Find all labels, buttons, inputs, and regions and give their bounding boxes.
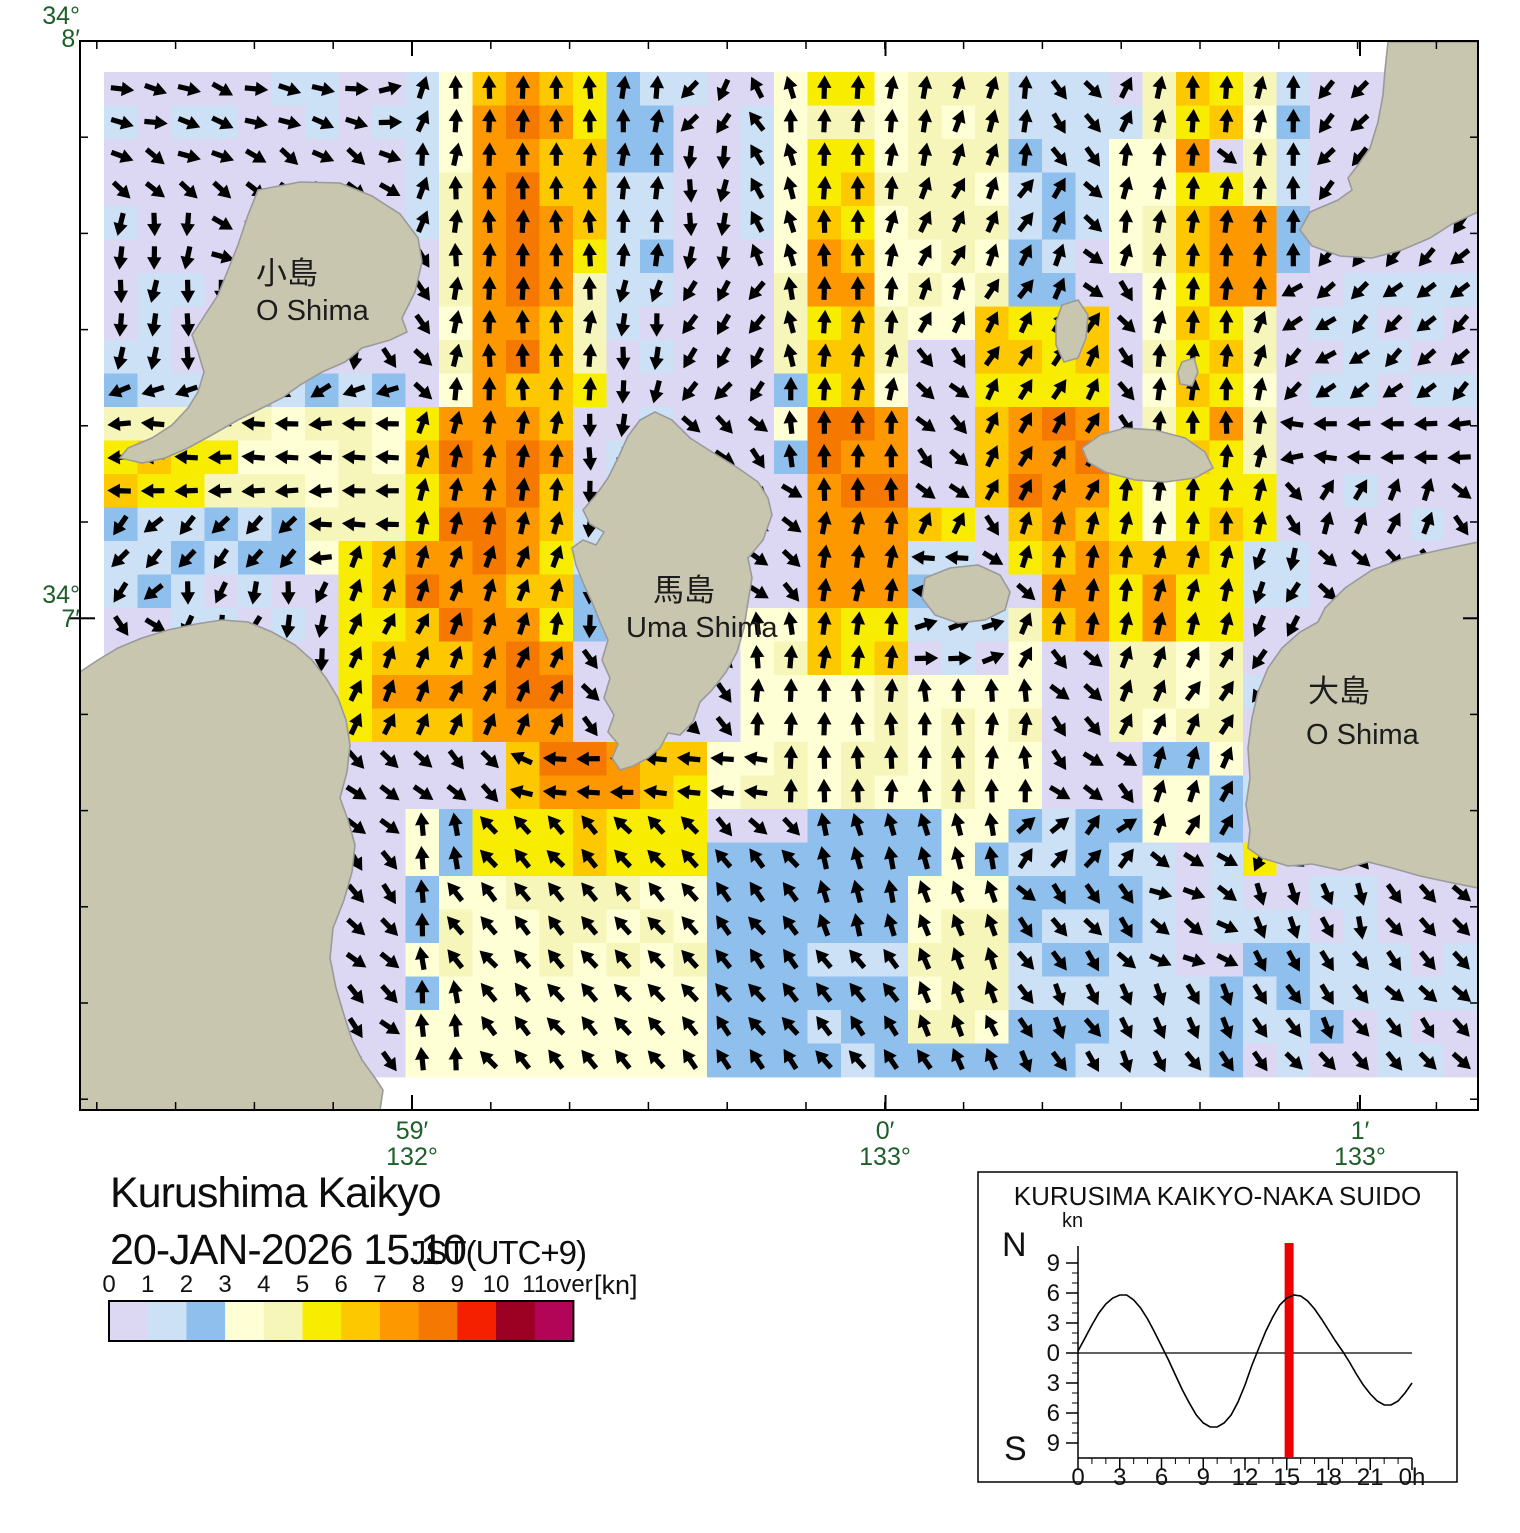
legend-tick-label: 5 <box>295 1271 310 1298</box>
inset-north-label: N <box>1002 1226 1027 1264</box>
figure-title: Kurushima Kaikyo <box>110 1169 442 1217</box>
land-southwest-land <box>80 619 384 1110</box>
figure-date: 20-JAN-2026 15:10 <box>110 1226 467 1274</box>
axis-label-lon-deg-2: 133° <box>859 1143 911 1171</box>
land-islet-c <box>1177 356 1199 387</box>
axis-label-lon-min-2: 0′ <box>875 1117 895 1145</box>
legend-tick-label: 1 <box>141 1271 155 1298</box>
legend-colorbar <box>108 1300 575 1342</box>
island-label-kojima-en: O Shima <box>256 295 369 327</box>
land-islet-b <box>1055 299 1089 363</box>
legend-tick-label: 11 <box>522 1271 548 1298</box>
land-islet-d <box>1081 427 1215 483</box>
legend-tick-label: 8 <box>411 1271 426 1298</box>
inset-axis-tick-label: 6 <box>1046 1280 1060 1307</box>
figure-datetime-row: 20-JAN-2026 15:10JST(UTC+9) <box>110 1226 587 1275</box>
axis-label-lon-min-3: 1′ <box>1350 1117 1370 1145</box>
inset-axis-tick-label: 0 <box>1071 1464 1085 1491</box>
land-umashima <box>571 411 773 771</box>
island-label-umashima-en: Uma Shima <box>626 612 778 644</box>
land-islet-a <box>921 564 1011 624</box>
inset-axis-tick-label: 6 <box>1046 1400 1060 1427</box>
island-label-umashima-cjk: 馬島 <box>653 573 715 608</box>
legend-tick-label: 0 <box>102 1271 116 1298</box>
inset-axis-tick-label: 9 <box>1046 1430 1060 1457</box>
axis-label-lat-deg: 34° <box>42 581 80 609</box>
legend-tick-label: 7 <box>373 1271 387 1298</box>
axis-label-lon-min-1: 59′ <box>395 1117 429 1145</box>
land-oshima-east <box>1245 541 1478 889</box>
inset-axis-tick-label: 12 <box>1231 1464 1259 1491</box>
inset-axis-tick-label: 0h <box>1398 1464 1426 1491</box>
inset-chart-title: KURUSIMA KAIKYO-NAKA SUIDO <box>1013 1181 1422 1211</box>
inset-axis-tick-label: 3 <box>1046 1310 1060 1337</box>
legend-unit: [kn] <box>594 1270 638 1300</box>
inset-axis-tick-label: 3 <box>1113 1464 1127 1491</box>
island-label-kojima-cjk: 小島 <box>256 256 318 291</box>
inset-axis-tick-label: 9 <box>1046 1250 1060 1277</box>
axis-label-lat-min: 7′ <box>61 605 80 633</box>
legend-tick-label: over <box>546 1271 593 1298</box>
tide-curve <box>1077 1294 1413 1428</box>
inset-axis-tick-label: 6 <box>1154 1464 1169 1491</box>
legend-tick-label: 9 <box>450 1271 464 1298</box>
inset-tide-chart <box>977 1171 1458 1483</box>
axis-label-lon-deg-1: 132° <box>386 1143 438 1171</box>
figure-timezone: JST(UTC+9) <box>409 1234 587 1271</box>
legend-tick-label: 2 <box>179 1271 194 1298</box>
inset-south-label: S <box>1004 1430 1027 1468</box>
inset-axis-tick-label: 15 <box>1273 1464 1301 1491</box>
inset-axis-tick-label: 21 <box>1356 1464 1384 1491</box>
legend-tick-label: 10 <box>482 1271 510 1298</box>
island-label-oshima-cjk: 大島 <box>1308 674 1370 709</box>
inset-axis-tick-label: 9 <box>1196 1464 1210 1491</box>
legend-tick-label: 4 <box>257 1271 271 1298</box>
land-kojima <box>118 181 423 464</box>
axis-label-lat-deg-top: 34° <box>42 2 80 30</box>
inset-axis-tick-label: 3 <box>1046 1370 1060 1397</box>
axis-label-lon-deg-3: 133° <box>1334 1143 1386 1171</box>
axis-label-lat-min-top: 8′ <box>61 25 80 53</box>
island-label-oshima-en: O Shima <box>1306 719 1419 751</box>
legend-tick-label: 3 <box>218 1271 232 1298</box>
land-polygons <box>80 41 1478 1110</box>
inset-ylabel: kn <box>1062 1210 1084 1232</box>
legend-tick-label: 6 <box>334 1271 348 1298</box>
land-northeast-land <box>1299 41 1478 259</box>
map-frame <box>68 40 1479 1111</box>
inset-axis-tick-label: 18 <box>1315 1464 1342 1491</box>
inset-axis-tick-label: 0 <box>1046 1340 1060 1367</box>
